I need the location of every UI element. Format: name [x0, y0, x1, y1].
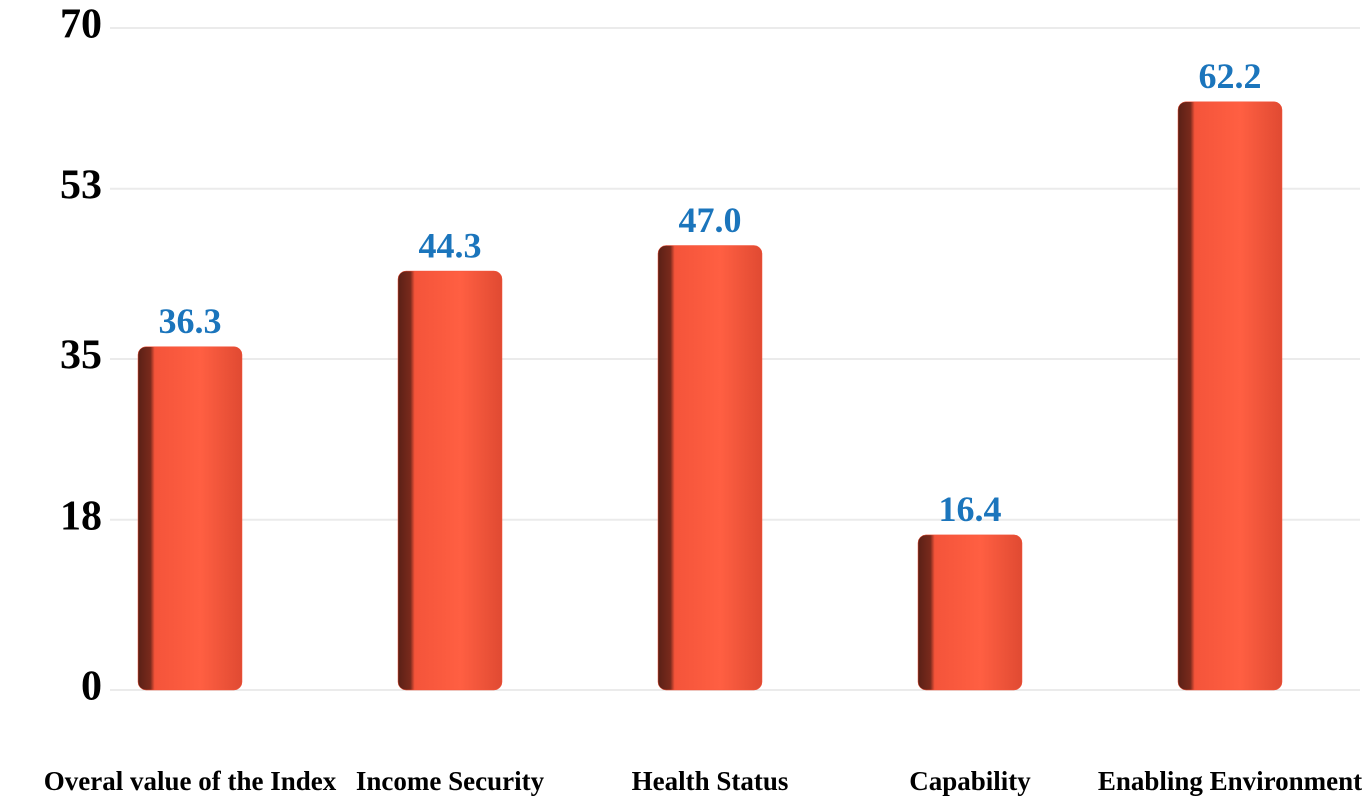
bar [657, 245, 763, 691]
y-tick-label: 70 [60, 2, 102, 48]
bar [917, 534, 1023, 691]
value-label: 44.3 [419, 225, 482, 265]
value-label: 62.2 [1199, 56, 1262, 96]
x-tick-label: Enabling Environment [1098, 766, 1362, 796]
x-tick-label: Overal value of the Index [44, 766, 337, 796]
bar [397, 270, 503, 691]
value-label: 47.0 [679, 200, 742, 240]
bar [1177, 101, 1283, 691]
y-tick-label: 35 [60, 333, 102, 379]
x-tick-label: Health Status [632, 766, 789, 796]
value-label: 16.4 [939, 489, 1002, 529]
bar [137, 346, 243, 691]
x-tick-label: Capability [909, 766, 1031, 796]
y-tick-label: 0 [81, 664, 102, 710]
value-label: 36.3 [159, 301, 222, 341]
x-tick-label: Income Security [356, 766, 545, 796]
y-tick-label: 53 [60, 162, 102, 208]
y-tick-label: 18 [60, 493, 102, 539]
